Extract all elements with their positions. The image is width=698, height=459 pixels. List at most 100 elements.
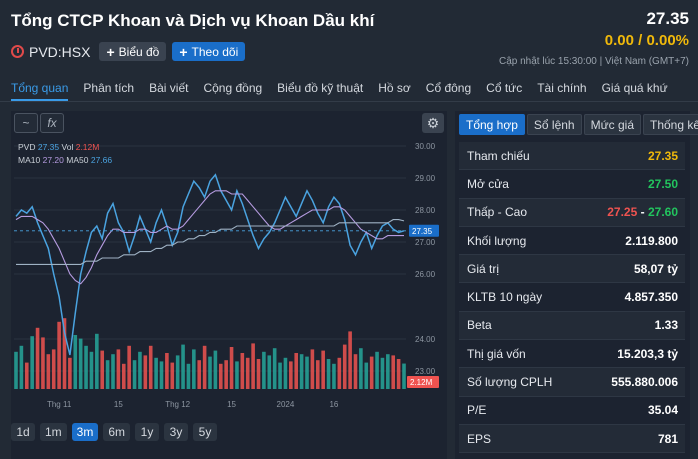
volume-bar [62,318,67,389]
stat-row: Khối lượng 2.119.800 [459,227,685,256]
range-6m[interactable]: 6m [103,423,131,441]
line-tool-icon[interactable]: ~ [14,113,38,133]
plus-icon: + [179,43,188,60]
range-1d[interactable]: 1d [11,423,35,441]
tabs-divider [0,101,698,102]
function-tool-icon[interactable]: fx [40,113,64,133]
volume-bar [24,362,29,389]
volume-bar [197,360,202,389]
stat-row: Số lượng CPLH 555.880.006 [459,368,685,397]
volume-bar [57,321,61,389]
volume-bar [402,363,406,389]
volume-bar [240,353,245,389]
volume-bar [181,344,185,389]
volume-bar [305,356,309,389]
stats-tab-summary[interactable]: Tổng hợp [459,114,525,135]
volume-bar [78,338,83,389]
volume-bar [165,353,169,389]
volume-bar [369,356,374,389]
volume-bar [332,363,336,389]
volume-bar [14,351,18,389]
y-tick-label: 23.00 [415,367,436,376]
y-tick-label: 24.00 [415,335,436,344]
range-5y[interactable]: 5y [193,423,218,441]
gear-icon[interactable]: ⚙ [422,113,444,133]
range-selector: 1d 1m 3m 6m 1y 3y 5y [11,423,222,441]
volume-bar [208,356,212,389]
volume-bar [353,354,358,389]
follow-button[interactable]: + Theo dõi [172,42,246,61]
volume-bar [213,350,218,389]
tab-historical-prices[interactable]: Giá quá khứ [601,81,668,95]
volume-bar [391,355,396,389]
series-line-ma10 [15,190,404,285]
volume-bar [229,347,234,389]
stats-tabs: Tổng hợp Sổ lệnh Mức giá Thống kê [459,114,698,135]
tab-technical-chart[interactable]: Biểu đồ kỹ thuật [277,81,364,95]
volume-bar [30,336,34,389]
stats-tab-statistics[interactable]: Thống kê [643,114,698,135]
range-3y[interactable]: 3y [164,423,189,441]
volume-bar [105,360,110,389]
volume-bar [380,357,385,389]
legend-line-2: MA10 27.20 MA50 27.66 [18,155,113,165]
stats-panel: Tổng hợp Sổ lệnh Mức giá Thống kê Tham c… [455,111,698,459]
volume-bar [127,345,131,389]
last-volume-tag [407,376,439,388]
volume-bar [251,343,255,389]
volume-bar [192,349,196,389]
y-tick-label: 27.00 [415,238,436,247]
stat-row: P/E 35.04 [459,397,685,425]
volume-bar [310,349,315,389]
range-1y[interactable]: 1y [135,423,160,441]
volume-bar [326,359,331,389]
price-chart: 30.00 29.00 28.00 27.00 26.00 24.00 23.00 27.35… [14,142,439,409]
chart-panel: 30.00 29.00 28.00 27.00 26.00 24.00 23.00 27.35… [11,111,447,459]
tab-analysis[interactable]: Phân tích [83,81,135,95]
volume-bar [68,357,72,389]
stats-tab-order-book[interactable]: Sổ lệnh [526,114,582,135]
tab-shareholders[interactable]: Cổ đông [425,81,472,95]
stat-row: Thị giá vốn 15.203,3 tỷ [459,340,685,369]
volume-bar [51,349,56,389]
volume-bar [95,333,99,389]
volume-bar [267,355,272,389]
stat-row: Mở cửa 27.50 [459,170,685,199]
volume-bar [289,361,293,389]
volume-bar [375,351,379,389]
tab-community[interactable]: Cộng đồng [203,81,263,95]
stat-row: Giá trị 58,07 tỷ [459,255,685,284]
tab-overview[interactable]: Tổng quan [11,81,69,101]
plus-icon: + [106,43,115,60]
volume-bar [299,354,304,389]
volume-bar [315,360,320,389]
volume-bar [143,355,148,389]
x-tick-label: 15 [114,400,123,409]
range-3m[interactable]: 3m [71,423,99,441]
volume-bar [202,345,207,389]
clock-icon [11,45,24,58]
volume-bar [321,350,325,389]
stats-tab-price-levels[interactable]: Mức giá [583,114,641,135]
volume-bar [396,359,401,389]
tab-articles[interactable]: Bài viết [149,81,189,95]
volume-bar [116,349,121,389]
x-tick-label: Thg 12 [165,400,190,409]
stat-row: KLTB 10 ngày 4.857.350 [459,283,685,312]
low-high-values: 27.25 - 27.60 [607,205,678,220]
stat-row: Tham chiếu 27.35 [459,142,685,171]
tab-financials[interactable]: Tài chính [537,81,587,95]
y-tick-label: 26.00 [415,270,436,279]
volume-bar [235,361,239,389]
volume-bar [46,354,51,389]
x-tick-label: 15 [227,400,236,409]
chart-button[interactable]: + Biểu đồ [99,42,167,61]
stats-table: Tham chiếu 27.35 Mở cửa 27.50 Thấp - Cao 27… [459,142,685,454]
range-1m[interactable]: 1m [40,423,67,441]
ticker-symbol: PVD:HSX [29,43,91,60]
x-tick-label: 16 [329,400,338,409]
volume-bar [272,348,277,389]
volume-bar [337,357,342,389]
tab-dividends[interactable]: Cổ tức [486,81,523,95]
tab-profile[interactable]: Hồ sơ [378,81,411,95]
